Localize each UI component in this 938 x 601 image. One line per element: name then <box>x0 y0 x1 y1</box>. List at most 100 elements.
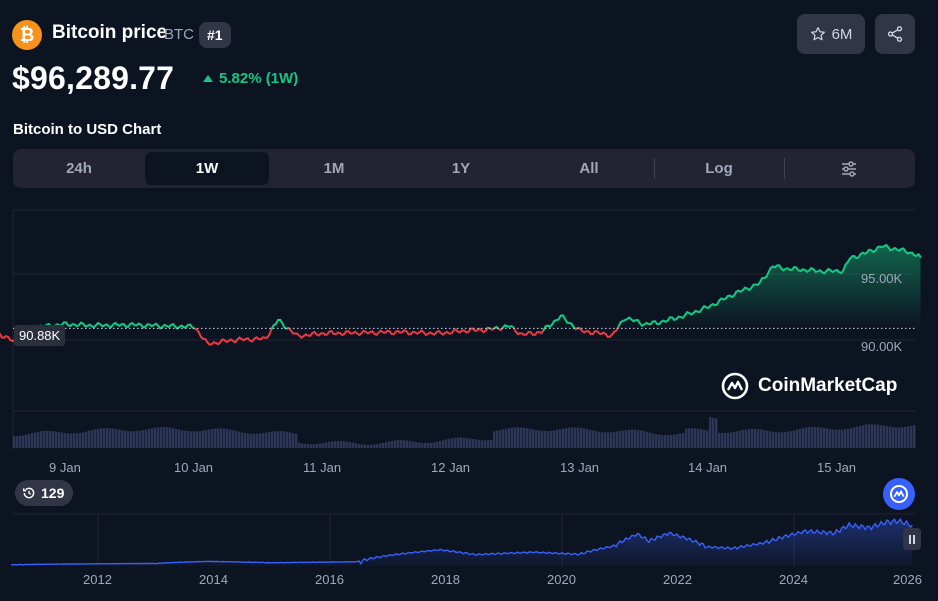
tab-1m[interactable]: 1M <box>323 160 345 177</box>
volume-bar <box>709 417 712 448</box>
volume-bar <box>289 432 292 448</box>
price-chart[interactable] <box>0 200 938 460</box>
volume-bar <box>472 439 475 448</box>
volume-bar <box>433 442 436 448</box>
tab-log[interactable]: Log <box>705 160 733 177</box>
coinmarketcap-chat-button[interactable] <box>883 478 915 510</box>
volume-bar <box>271 431 274 448</box>
volume-bar <box>631 429 634 448</box>
price-change: 5.82% (1W) <box>203 70 298 87</box>
volume-bar <box>454 437 457 448</box>
volume-bar <box>253 433 256 448</box>
volume-bar <box>343 441 346 448</box>
volume-bar <box>274 431 277 448</box>
volume-bar <box>388 441 391 448</box>
watchlist-button[interactable]: 6M <box>797 14 865 54</box>
volume-bar <box>835 429 838 448</box>
volume-bar <box>46 430 49 448</box>
volume-bar <box>688 428 691 448</box>
volume-bar <box>124 430 127 448</box>
volume-bar <box>478 439 481 448</box>
volume-bar <box>547 431 550 448</box>
pause-icon <box>913 534 915 544</box>
overview-range-handle[interactable] <box>903 528 921 550</box>
volume-bar <box>883 425 886 448</box>
share-button[interactable] <box>875 14 915 54</box>
volume-bar <box>67 433 70 448</box>
history-count: 129 <box>41 485 65 501</box>
volume-bar <box>145 429 148 448</box>
volume-bar <box>541 430 544 448</box>
volume-bar <box>592 430 595 448</box>
volume-bar <box>205 430 208 448</box>
volume-bar <box>127 431 130 448</box>
volume-bar <box>652 433 655 448</box>
volume-bar <box>349 442 352 448</box>
volume-bar <box>352 442 355 448</box>
coinmarketcap-logo-icon <box>721 372 749 400</box>
overview-chart[interactable] <box>0 510 938 570</box>
tab-24h[interactable]: 24h <box>66 160 92 177</box>
volume-bar <box>712 417 715 448</box>
volume-bar <box>358 443 361 448</box>
caret-up-icon <box>203 75 213 82</box>
volume-bar <box>97 428 100 448</box>
volume-bar <box>628 429 631 448</box>
volume-bar <box>676 434 679 448</box>
volume-bar <box>160 427 163 448</box>
volume-bar <box>808 427 811 448</box>
volume-bar <box>256 433 259 448</box>
volume-bar <box>310 444 313 448</box>
volume-bar <box>235 430 238 448</box>
volume-bar <box>439 441 442 448</box>
volume-bar <box>142 430 145 448</box>
volume-bar <box>877 424 880 448</box>
x-tick-label: 13 Jan <box>560 460 600 475</box>
volume-bar <box>391 440 394 448</box>
chart-settings-button[interactable] <box>787 152 911 185</box>
tab-all[interactable]: All <box>579 160 599 177</box>
volume-bar <box>904 426 907 448</box>
volume-bar <box>379 443 382 448</box>
volume-bar <box>736 431 739 448</box>
volume-bar <box>778 432 781 448</box>
coin-ticker: BTC <box>164 26 194 43</box>
tab-1w[interactable]: 1W <box>145 152 269 185</box>
volume-bar <box>766 430 769 448</box>
volume-bar <box>814 427 817 448</box>
volume-bar <box>103 428 106 448</box>
x-tick-label: 15 Jan <box>817 460 857 475</box>
volume-bar <box>169 427 172 448</box>
history-badge[interactable]: 129 <box>15 480 74 506</box>
volume-bar <box>382 442 385 448</box>
reference-price-tag: 90.88K <box>14 325 66 346</box>
volume-bar <box>13 436 16 448</box>
volume-bar <box>700 429 703 448</box>
volume-bar <box>313 444 316 448</box>
volume-bar <box>637 430 640 448</box>
volume-bar <box>469 438 472 448</box>
tab-1y[interactable]: 1Y <box>451 160 471 177</box>
volume-bar <box>280 431 283 448</box>
volume-bar <box>607 432 610 448</box>
volume-bar <box>694 428 697 448</box>
y-tick-label: 95.00K <box>861 271 903 286</box>
volume-bar <box>28 433 31 448</box>
overview-x-label: 2012 <box>83 572 112 587</box>
volume-bar <box>616 431 619 448</box>
volume-bar <box>772 431 775 448</box>
volume-bar <box>553 430 556 448</box>
volume-bar <box>754 429 757 448</box>
volume-bar <box>565 428 568 448</box>
volume-bar <box>748 429 751 448</box>
volume-bar <box>538 430 541 448</box>
x-tick-label: 14 Jan <box>688 460 728 475</box>
volume-bar <box>427 443 430 448</box>
volume-bar <box>718 432 721 448</box>
volume-bar <box>229 429 232 448</box>
volume-bar <box>364 444 367 448</box>
volume-bar <box>529 428 532 448</box>
volume-bar <box>76 433 79 448</box>
volume-bar <box>580 427 583 448</box>
volume-bar <box>211 429 214 448</box>
